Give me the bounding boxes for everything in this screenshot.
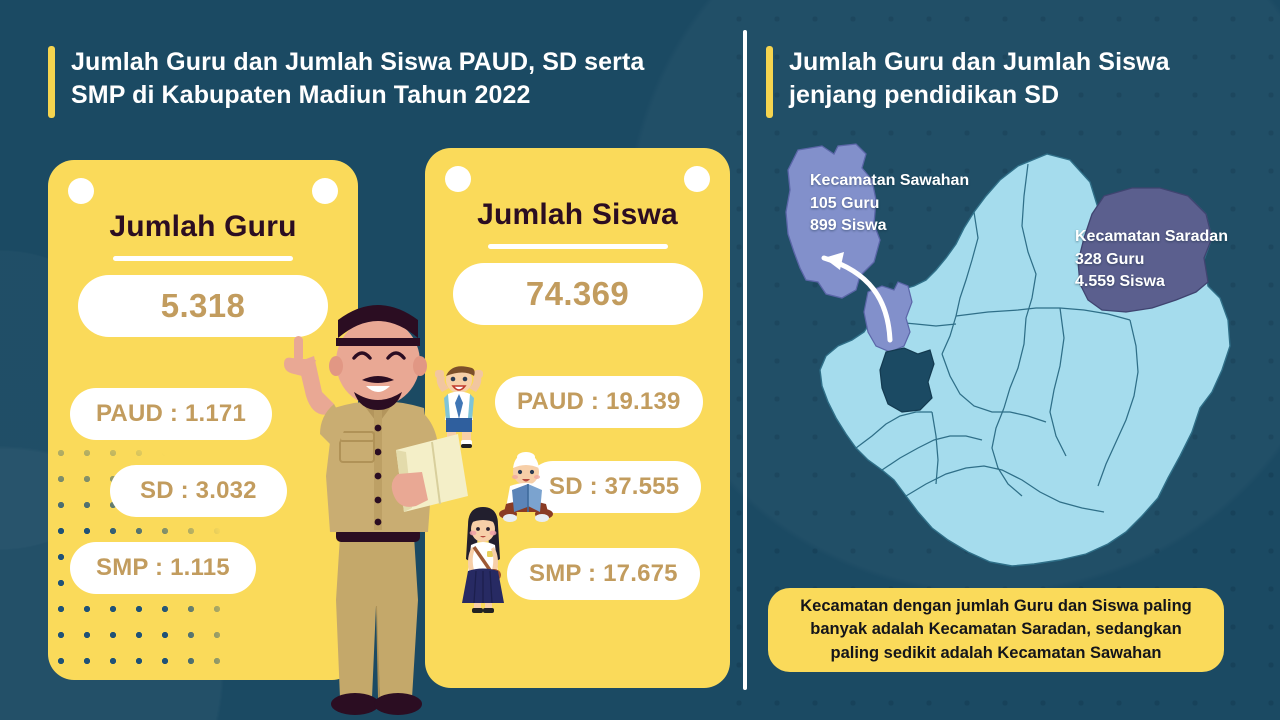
card-title-siswa: Jumlah Siswa <box>477 198 678 231</box>
card-title-guru: Jumlah Guru <box>109 210 297 243</box>
map-region-dark-enclave <box>879 347 935 413</box>
card-title-underline <box>113 256 293 261</box>
map-pointer-arrow-icon <box>821 252 893 343</box>
map-container: Kecamatan Sawahan 105 Guru 899 Siswa Kec… <box>760 140 1270 580</box>
level-pill-guru-paud: PAUD : 1.171 <box>70 388 273 440</box>
student-sitting-reading-icon <box>499 452 553 522</box>
madiun-regency-map-icon <box>785 143 1231 567</box>
right-heading-text: Jumlah Guru dan Jumlah Siswa jenjang pen… <box>789 48 1170 109</box>
heading-accent-bar-right <box>766 46 773 118</box>
card-title-underline <box>487 244 668 249</box>
level-pill-siswa-paud: PAUD : 19.139 <box>495 376 703 428</box>
map-subdistrict-borders <box>855 163 1139 513</box>
summary-caption-box: Kecamatan dengan jumlah Guru dan Siswa p… <box>768 588 1224 672</box>
summary-caption-text: Kecamatan dengan jumlah Guru dan Siswa p… <box>800 596 1192 662</box>
student-girl-icon <box>462 507 504 613</box>
map-region-saradan[interactable] <box>1077 187 1213 313</box>
right-heading: Jumlah Guru dan Jumlah Siswa jenjang pen… <box>766 46 1236 118</box>
level-pill-siswa-smp: SMP : 17.675 <box>507 548 700 600</box>
vertical-divider <box>743 30 747 690</box>
map-label-sawahan: Kecamatan Sawahan 105 Guru 899 Siswa <box>810 172 970 235</box>
teacher-illustration-icon <box>284 305 468 715</box>
punch-hole-right-icon <box>312 178 338 204</box>
left-heading: Jumlah Guru dan Jumlah Siswa PAUD, SD se… <box>48 46 708 118</box>
total-value-siswa: 74.369 <box>452 263 703 325</box>
heading-accent-bar-left <box>48 46 55 118</box>
level-pill-guru-smp: SMP : 1.115 <box>70 542 256 594</box>
left-heading-text: Jumlah Guru dan Jumlah Siswa PAUD, SD se… <box>71 48 645 109</box>
level-pill-siswa-sd: SD : 37.555 <box>527 461 702 513</box>
punch-hole-left-icon <box>445 166 471 192</box>
punch-hole-left-icon <box>68 178 94 204</box>
total-value-guru: 5.318 <box>78 275 328 337</box>
punch-hole-right-icon <box>684 166 710 192</box>
map-label-saradan: Kecamatan Saradan 328 Guru 4.559 Siswa <box>1075 228 1228 291</box>
level-pill-guru-sd: SD : 3.032 <box>110 465 287 517</box>
